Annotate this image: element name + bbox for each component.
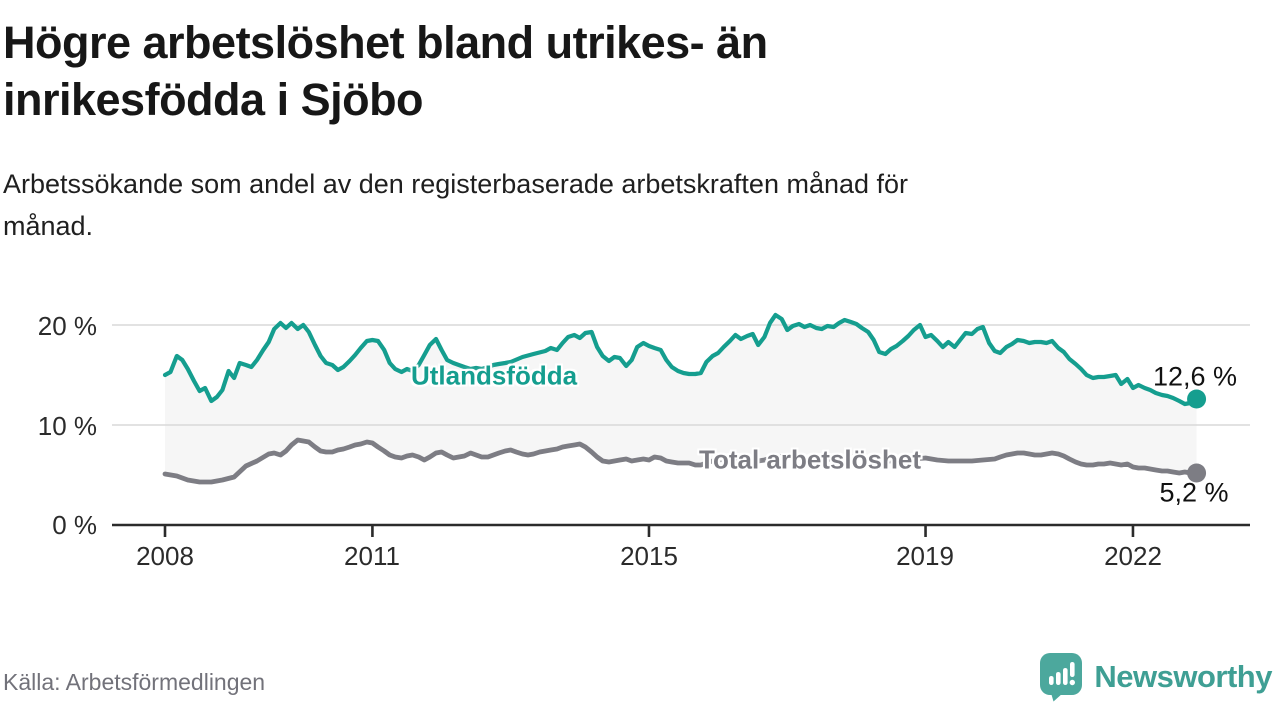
x-axis-label-2022: 2022 xyxy=(1104,541,1162,571)
source-credit: Källa: Arbetsförmedlingen xyxy=(3,669,266,695)
y-axis-label-10: 10 % xyxy=(37,411,97,441)
subtitle-line-1: Arbetssökande som andel av den registerb… xyxy=(3,169,909,199)
series-label-utlandsfodda: Utlandsfödda xyxy=(410,360,578,391)
series-label-total-arbetsloshet: Total arbetslöshet xyxy=(698,444,922,475)
x-axis-label-2011: 2011 xyxy=(344,541,400,571)
newsworthy-logo[interactable]: Newsworthy xyxy=(1039,652,1272,702)
series-end-dot-total xyxy=(1187,463,1207,483)
series-line-utlandsfodda xyxy=(162,312,1199,407)
subtitle-line-2: månad. xyxy=(3,211,94,241)
series-end-dot-utlandsfodda xyxy=(1187,389,1207,409)
newsworthy-logo-icon xyxy=(1040,653,1083,702)
title-line-1: Högre arbetslöshet bland utrikes- än xyxy=(3,17,768,68)
end-value-label-utlandsfodda: 12,6 % xyxy=(1152,361,1238,392)
y-axis-label-0: 0 % xyxy=(52,510,97,540)
newsworthy-logo-text: Newsworthy xyxy=(1094,659,1272,694)
page-title: Högre arbetslöshet bland utrikes- än inr… xyxy=(3,14,1153,128)
y-axis-label-20: 20 % xyxy=(37,311,97,341)
x-axis-label-2008: 2008 xyxy=(136,541,194,571)
band-between-series xyxy=(165,315,1197,482)
series-line-total xyxy=(162,437,1199,485)
chart-subtitle: Arbetssökande som andel av den registerb… xyxy=(3,163,1193,247)
x-axis-label-2019: 2019 xyxy=(896,541,954,571)
title-line-2: inrikesfödda i Sjöbo xyxy=(3,74,424,125)
end-value-label-total: 5,2 % xyxy=(1159,477,1229,508)
x-axis-label-2015: 2015 xyxy=(620,541,678,571)
